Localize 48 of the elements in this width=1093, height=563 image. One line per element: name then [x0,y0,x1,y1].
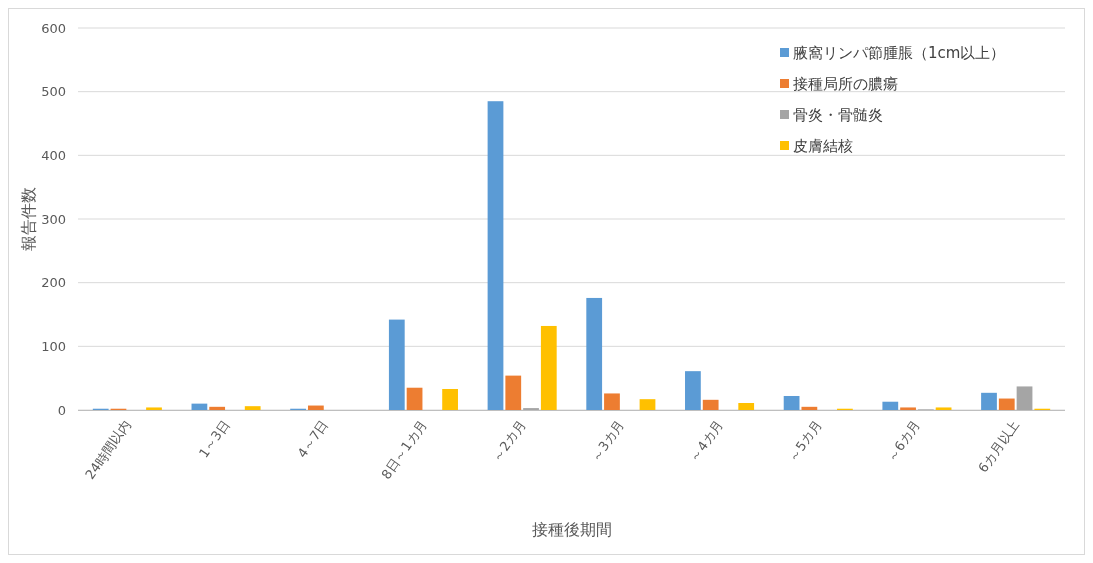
x-tick-label: 4～7日 [294,417,332,461]
bar [505,375,522,410]
bar [307,405,324,410]
bar [783,395,800,410]
bar [487,101,504,410]
bar [146,407,162,410]
x-tick-label: ～5カ月 [785,417,825,465]
bar [442,388,458,410]
legend-label: 接種局所の膿瘍 [793,75,898,94]
bar [604,393,620,410]
bar [882,401,899,410]
y-axis-title: 報告件数 [19,187,38,251]
x-tick-label: 8日～1カ月 [378,417,430,482]
y-tick-label: 300 [41,211,66,227]
y-tick-label: 0 [57,402,66,418]
legend-label: 腋窩リンパ節腫脹（1cm以上） [793,44,1006,63]
legend-label: 骨炎・骨髄炎 [793,106,883,125]
bar [388,319,405,410]
x-tick-label: ～6カ月 [884,417,924,465]
x-tick-label: 6カ月以上 [975,417,1023,476]
x-tick-label: ～4カ月 [686,417,727,465]
bar [586,297,603,410]
x-tick-label: 24時間以内 [82,417,134,482]
y-tick-label: 200 [41,275,66,291]
y-tick-label: 400 [41,147,66,163]
x-tick-label: 1～3日 [195,417,233,461]
bar [935,407,952,410]
legend-label: 皮膚結核 [793,137,853,156]
bar [801,406,818,410]
bar [639,399,656,410]
y-tick-label: 500 [41,84,66,100]
bar [406,387,423,410]
bar [540,325,557,410]
x-tick-label: ～3カ月 [587,417,628,465]
bar [981,392,997,410]
bar [191,403,208,410]
bar [998,398,1015,410]
y-tick-label: 100 [41,338,66,354]
bar [1016,386,1033,410]
bar [738,403,755,410]
bar [244,406,261,410]
bar [900,407,916,410]
bar [685,371,701,410]
bar [702,399,719,410]
bar [209,406,226,410]
x-axis-title: 接種後期間 [531,520,612,539]
y-tick-label: 600 [41,20,66,36]
x-tick-label: ～2カ月 [489,417,529,465]
